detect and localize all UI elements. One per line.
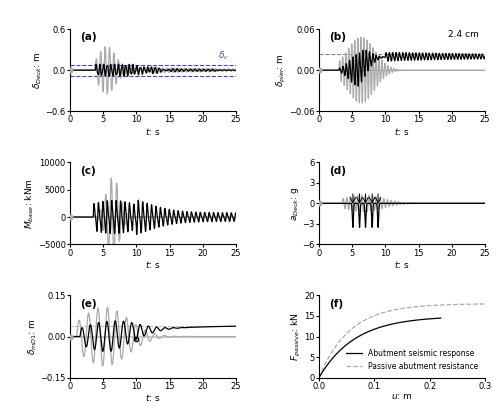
Text: (c): (c): [80, 166, 96, 176]
Text: (e): (e): [80, 299, 96, 309]
X-axis label: $t$: s: $t$: s: [145, 392, 161, 403]
X-axis label: $t$: s: $t$: s: [145, 126, 161, 137]
Y-axis label: $\delta_{Deck}$: m: $\delta_{Deck}$: m: [32, 51, 44, 89]
Text: (b): (b): [329, 32, 346, 42]
Text: (f): (f): [329, 299, 343, 309]
Y-axis label: $\delta_{pier}$: m: $\delta_{pier}$: m: [275, 53, 288, 87]
Text: $\delta_c$: $\delta_c$: [218, 50, 230, 62]
Text: 2.4 cm: 2.4 cm: [448, 30, 478, 39]
Y-axis label: $\delta_{mD1}$: m: $\delta_{mD1}$: m: [26, 318, 39, 355]
X-axis label: $t$: s: $t$: s: [394, 126, 410, 137]
X-axis label: $t$: s: $t$: s: [145, 259, 161, 270]
Legend: Stoppers, w/o stoppers: Stoppers, w/o stoppers: [326, 27, 410, 56]
Y-axis label: $M_{base}$: kNm: $M_{base}$: kNm: [24, 178, 36, 229]
Y-axis label: $F_{passive}$: kN: $F_{passive}$: kN: [290, 312, 303, 361]
Text: (a): (a): [80, 32, 96, 42]
X-axis label: $t$: s: $t$: s: [394, 259, 410, 270]
Legend: Abutment seismic response, Passive abutment resistance: Abutment seismic response, Passive abutm…: [344, 346, 481, 374]
X-axis label: $u$: m: $u$: m: [391, 392, 413, 401]
Y-axis label: $a_{Deck}$: g: $a_{Deck}$: g: [290, 186, 301, 220]
Text: (d): (d): [329, 166, 346, 176]
